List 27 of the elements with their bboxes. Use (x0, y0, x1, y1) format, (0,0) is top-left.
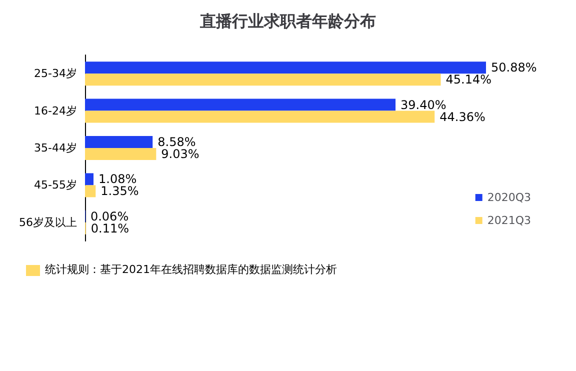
bar (85, 136, 153, 148)
bar (85, 185, 96, 198)
text: 统计规则：基于2021年在线招聘数据库的数据监测统计分析 (45, 263, 337, 276)
data-label: 45.14% (446, 72, 492, 87)
legend-label: 2021Q3 (487, 214, 532, 227)
data-label: 8.58% (158, 135, 196, 149)
data-label: 50.88% (491, 60, 537, 75)
data-label: 39.40% (400, 98, 446, 112)
bar (85, 110, 435, 123)
y-tick-label: 25-34岁 (34, 67, 77, 80)
bar (85, 173, 94, 186)
y-tick-label: 16-24岁 (34, 104, 77, 118)
bar (85, 98, 396, 111)
bar (85, 62, 486, 74)
data-label: 9.03% (161, 147, 200, 161)
y-tick-label: 45-55岁 (34, 178, 77, 192)
chart-title: 直播行业求职者年龄分布 (199, 12, 376, 30)
legend-label: 2020Q3 (487, 191, 532, 204)
bar (85, 74, 441, 86)
data-label: 0.11% (90, 221, 129, 236)
data-label: 1.08% (98, 172, 137, 186)
data-label: 0.06% (90, 209, 129, 224)
bar (85, 148, 156, 160)
y-tick-label: 35-44岁 (34, 142, 77, 154)
data-label: 44.36% (440, 110, 486, 124)
y-tick-label: 56岁及以上 (19, 216, 77, 229)
data-label: 1.35% (100, 184, 139, 198)
